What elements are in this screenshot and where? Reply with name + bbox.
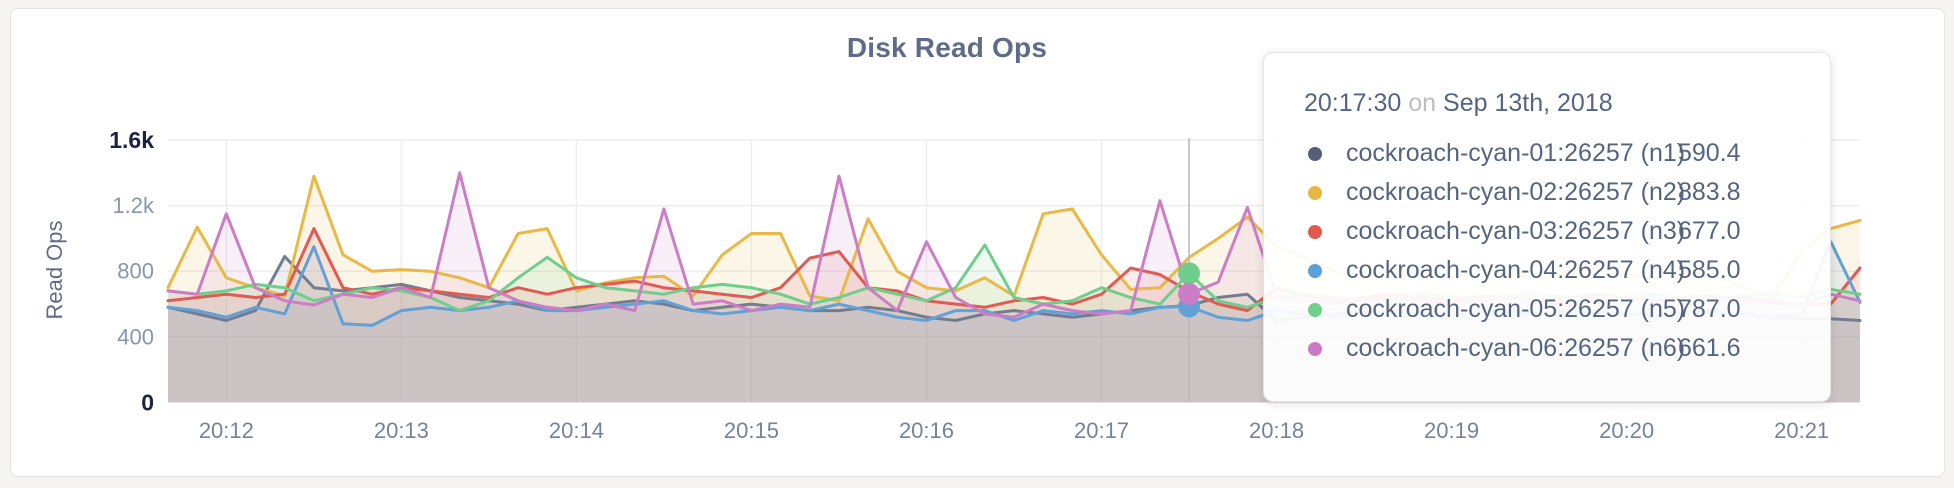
hover-dot-n6 [1178,282,1201,305]
x-tick-label: 20:19 [1424,418,1479,443]
y-tick-label: 0 [141,389,154,415]
tooltip-timestamp: 20:17:30 on Sep 13th, 2018 [1304,89,1800,118]
y-tick-label: 1.6k [109,127,154,153]
legend-dot-icon [1308,224,1322,239]
tooltip-row: cockroach-cyan-05:26257 (n5) 787.0 [1304,290,1800,329]
x-tick-label: 20:16 [899,418,954,443]
tooltip-series-value: 661.6 [1678,334,1741,362]
tooltip-time: 20:17:30 [1304,89,1402,117]
legend-dot-icon [1308,302,1322,317]
hover-dot-n5 [1178,262,1201,285]
tooltip-rows: cockroach-cyan-01:26257 (n1) 590.4 cockroa… [1304,134,1800,368]
tooltip-series-value: 590.4 [1678,139,1741,167]
tooltip-series-value: 787.0 [1678,295,1741,323]
x-tick-label: 20:20 [1599,418,1654,443]
y-tick-label: 400 [117,324,154,349]
tooltip-row: cockroach-cyan-04:26257 (n4) 585.0 [1304,251,1800,290]
tooltip-row: cockroach-cyan-02:26257 (n2) 883.8 [1304,173,1800,212]
x-tick-label: 20:14 [549,418,604,443]
y-tick-label: 800 [117,259,154,284]
x-tick-label: 20:18 [1249,418,1304,443]
tooltip-series-value: 677.0 [1678,217,1741,245]
hover-tooltip: 20:17:30 on Sep 13th, 2018 cockroach-cya… [1263,52,1831,402]
tooltip-series-value: 585.0 [1678,256,1741,284]
tooltip-row: cockroach-cyan-06:26257 (n6) 661.6 [1304,329,1800,368]
legend-dot-icon [1308,341,1322,356]
tooltip-preposition: on [1408,89,1437,117]
x-tick-label: 20:21 [1774,418,1829,443]
x-tick-label: 20:17 [1074,418,1129,443]
x-tick-label: 20:15 [724,418,779,443]
tooltip-series-label: cockroach-cyan-02:26257 (n2) [1346,178,1686,206]
legend-dot-icon [1308,185,1322,200]
tooltip-series-label: cockroach-cyan-01:26257 (n1) [1346,139,1686,167]
tooltip-series-value: 883.8 [1678,178,1741,206]
legend-dot-icon [1308,263,1322,278]
tooltip-series-label: cockroach-cyan-05:26257 (n5) [1346,295,1686,323]
tooltip-series-label: cockroach-cyan-04:26257 (n4) [1346,256,1686,284]
tooltip-row: cockroach-cyan-03:26257 (n3) 677.0 [1304,212,1800,251]
tooltip-series-label: cockroach-cyan-03:26257 (n3) [1346,217,1686,245]
chart-title: Disk Read Ops [846,32,1048,63]
y-axis-label: Read Ops [42,220,67,319]
tooltip-series-label: cockroach-cyan-06:26257 (n6) [1346,334,1686,362]
tooltip-row: cockroach-cyan-01:26257 (n1) 590.4 [1304,134,1800,173]
x-tick-label: 20:13 [374,418,429,443]
y-tick-label: 1.2k [112,193,155,218]
x-tick-label: 20:12 [199,418,254,443]
legend-dot-icon [1308,146,1322,161]
tooltip-date: Sep 13th, 2018 [1443,89,1613,117]
